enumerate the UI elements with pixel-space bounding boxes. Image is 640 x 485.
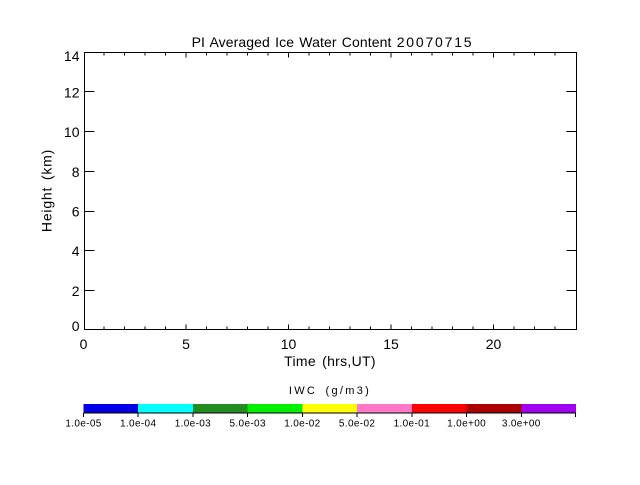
svg-text:10: 10 [64, 124, 80, 140]
svg-text:8: 8 [72, 164, 80, 180]
svg-text:10: 10 [281, 336, 297, 352]
svg-text:5.0e-02: 5.0e-02 [339, 418, 375, 429]
svg-text:20: 20 [486, 336, 502, 352]
svg-text:14: 14 [64, 48, 80, 64]
svg-text:Height (km): Height (km) [39, 149, 55, 232]
svg-text:1.0e-04: 1.0e-04 [120, 418, 156, 429]
svg-text:5: 5 [182, 336, 190, 352]
svg-text:2: 2 [72, 283, 80, 299]
svg-text:1.0e-02: 1.0e-02 [284, 418, 320, 429]
svg-text:4: 4 [72, 243, 80, 259]
svg-text:12: 12 [64, 85, 80, 101]
svg-text:1.0e-03: 1.0e-03 [175, 418, 211, 429]
svg-text:3.0e+00: 3.0e+00 [502, 418, 541, 429]
svg-text:0: 0 [80, 336, 88, 352]
svg-text:0: 0 [72, 318, 80, 334]
svg-text:PI Averaged Ice Water Content: PI Averaged Ice Water Content 20070715 [192, 34, 474, 50]
svg-text:1.0e-01: 1.0e-01 [394, 418, 430, 429]
svg-text:15: 15 [383, 336, 399, 352]
svg-text:IWC (g/m3): IWC (g/m3) [289, 385, 371, 397]
svg-text:6: 6 [72, 204, 80, 220]
svg-text:5.0e-03: 5.0e-03 [230, 418, 266, 429]
svg-text:1.0e+00: 1.0e+00 [447, 418, 486, 429]
svg-text:Time (hrs,UT): Time (hrs,UT) [284, 353, 376, 369]
svg-text:1.0e-05: 1.0e-05 [65, 418, 101, 429]
